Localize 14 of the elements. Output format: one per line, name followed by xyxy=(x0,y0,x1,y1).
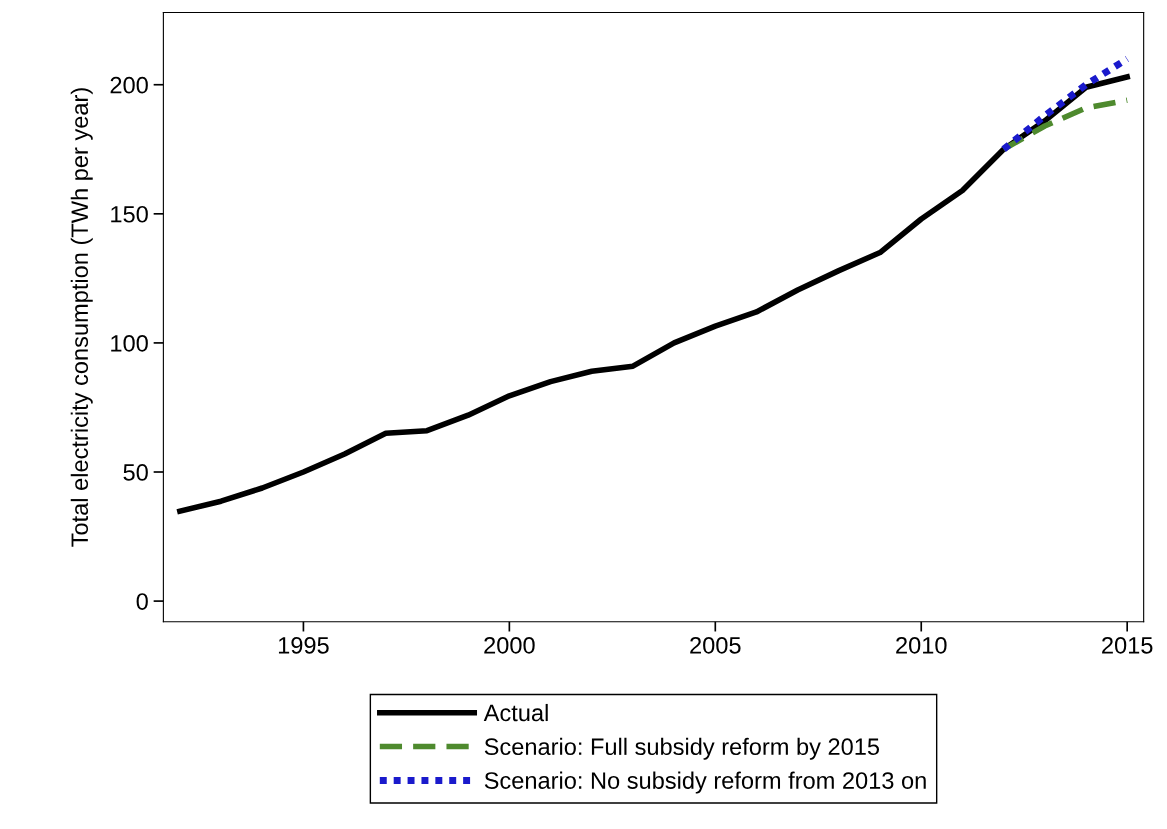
x-tick-label: 2005 xyxy=(690,636,741,654)
x-tick-label: 2000 xyxy=(484,636,535,654)
y-axis-title: Total electricity consumption (TWh per year) xyxy=(70,88,93,547)
legend-label: Scenario: Full subsidy reform by 2015 xyxy=(484,737,880,760)
x-tick-label: 1995 xyxy=(278,636,329,654)
legend-label: Scenario: No subsidy reform from 2013 on xyxy=(484,771,926,794)
y-tick-label: 200 xyxy=(110,76,148,94)
y-tick-label: 50 xyxy=(123,464,148,481)
x-tick-label: 2015 xyxy=(1102,636,1153,654)
y-tick-label: 150 xyxy=(111,205,148,223)
y-tick-label: 100 xyxy=(111,334,148,352)
legend-label: Actual xyxy=(483,703,548,722)
x-tick-label: 2010 xyxy=(896,636,947,654)
y-tick-label: 0 xyxy=(136,593,148,610)
